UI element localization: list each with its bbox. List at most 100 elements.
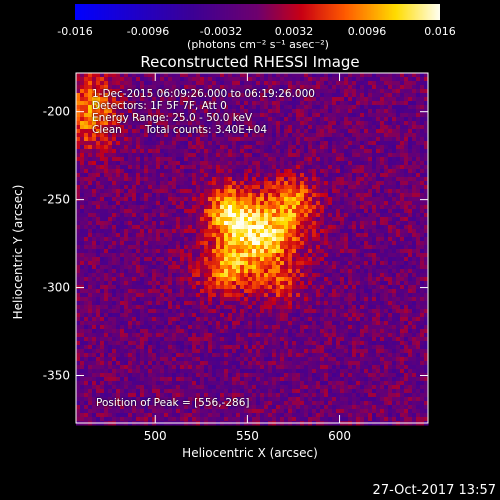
- heatmap-cell: [372, 261, 377, 266]
- heatmap-cell: [156, 157, 161, 162]
- heatmap-cell: [204, 161, 209, 166]
- heatmap-cell: [76, 221, 81, 226]
- heatmap-cell: [188, 297, 193, 302]
- heatmap-cell: [172, 149, 177, 154]
- heatmap-cell: [248, 297, 253, 302]
- heatmap-cell: [220, 153, 225, 158]
- heatmap-cell: [88, 165, 93, 170]
- heatmap-cell: [348, 73, 353, 78]
- heatmap-cell: [292, 125, 297, 130]
- heatmap-cell: [144, 213, 149, 218]
- heatmap-cell: [220, 109, 225, 114]
- heatmap-cell: [352, 177, 357, 182]
- heatmap-cell: [324, 109, 329, 114]
- heatmap-cell: [260, 97, 265, 102]
- heatmap-cell: [228, 117, 233, 122]
- heatmap-cell: [92, 153, 97, 158]
- heatmap-cell: [80, 149, 85, 154]
- heatmap-cell: [276, 181, 281, 186]
- heatmap-cell: [112, 125, 117, 130]
- heatmap-cell: [220, 77, 225, 82]
- heatmap-cell: [88, 93, 93, 98]
- heatmap-cell: [172, 161, 177, 166]
- heatmap-cell: [408, 293, 413, 298]
- heatmap-cell: [176, 129, 181, 134]
- heatmap-cell: [380, 145, 385, 150]
- heatmap-cell: [148, 113, 153, 118]
- heatmap-cell: [200, 197, 205, 202]
- heatmap-cell: [344, 157, 349, 162]
- heatmap-cell: [144, 281, 149, 286]
- heatmap-cell: [268, 181, 273, 186]
- heatmap-cell: [292, 97, 297, 102]
- heatmap-cell: [336, 161, 341, 166]
- heatmap-cell: [332, 137, 337, 142]
- heatmap-cell: [232, 93, 237, 98]
- heatmap-cell: [172, 73, 177, 78]
- heatmap-cell: [372, 253, 377, 258]
- heatmap-cell: [328, 105, 333, 110]
- heatmap-cell: [272, 201, 277, 206]
- heatmap-cell: [124, 225, 129, 230]
- heatmap-cell: [232, 245, 237, 250]
- heatmap-cell: [184, 221, 189, 226]
- heatmap-cell: [208, 273, 213, 278]
- heatmap-cell: [88, 209, 93, 214]
- heatmap-cell: [132, 221, 137, 226]
- heatmap-cell: [92, 209, 97, 214]
- heatmap-cell: [244, 245, 249, 250]
- heatmap-cell: [284, 185, 289, 190]
- heatmap-cell: [392, 205, 397, 210]
- heatmap-cell: [160, 113, 165, 118]
- heatmap-cell: [172, 105, 177, 110]
- heatmap-cell: [420, 229, 425, 234]
- heatmap-cell: [152, 185, 157, 190]
- heatmap-cell: [104, 117, 109, 122]
- heatmap-cell: [300, 237, 305, 242]
- heatmap-cell: [380, 157, 385, 162]
- heatmap-cell: [368, 157, 373, 162]
- heatmap-cell: [148, 149, 153, 154]
- heatmap-cell: [248, 137, 253, 142]
- heatmap-cell: [232, 133, 237, 138]
- heatmap-cell: [168, 81, 173, 86]
- heatmap-cell: [348, 257, 353, 262]
- heatmap-cell: [88, 109, 93, 114]
- heatmap-cell: [140, 241, 145, 246]
- heatmap-cell: [412, 185, 417, 190]
- heatmap-cell: [148, 289, 153, 294]
- heatmap-cell: [76, 273, 81, 278]
- heatmap-cell: [216, 293, 221, 298]
- heatmap-cell: [124, 185, 129, 190]
- heatmap-cell: [296, 201, 301, 206]
- heatmap-cell: [96, 245, 101, 250]
- heatmap-cell: [320, 197, 325, 202]
- heatmap-cell: [392, 149, 397, 154]
- heatmap-cell: [260, 93, 265, 98]
- heatmap-cell: [284, 241, 289, 246]
- heatmap-cell: [360, 153, 365, 158]
- heatmap-cell: [200, 269, 205, 274]
- heatmap-cell: [104, 225, 109, 230]
- heatmap-cell: [184, 289, 189, 294]
- heatmap-cell: [308, 197, 313, 202]
- heatmap-cell: [296, 93, 301, 98]
- heatmap-cell: [172, 197, 177, 202]
- heatmap-cell: [236, 185, 241, 190]
- heatmap-cell: [328, 169, 333, 174]
- heatmap-cell: [160, 253, 165, 258]
- heatmap-cell: [116, 209, 121, 214]
- heatmap-cell: [272, 77, 277, 82]
- heatmap-cell: [136, 201, 141, 206]
- heatmap-cell: [264, 185, 269, 190]
- heatmap-cell: [76, 233, 81, 238]
- heatmap-cell: [220, 145, 225, 150]
- heatmap-cell: [156, 193, 161, 198]
- heatmap-cell: [108, 73, 113, 78]
- heatmap-cell: [220, 209, 225, 214]
- heatmap-cell: [92, 145, 97, 150]
- heatmap-cell: [340, 281, 345, 286]
- heatmap-cell: [96, 117, 101, 122]
- heatmap-cell: [124, 197, 129, 202]
- heatmap-cell: [324, 281, 329, 286]
